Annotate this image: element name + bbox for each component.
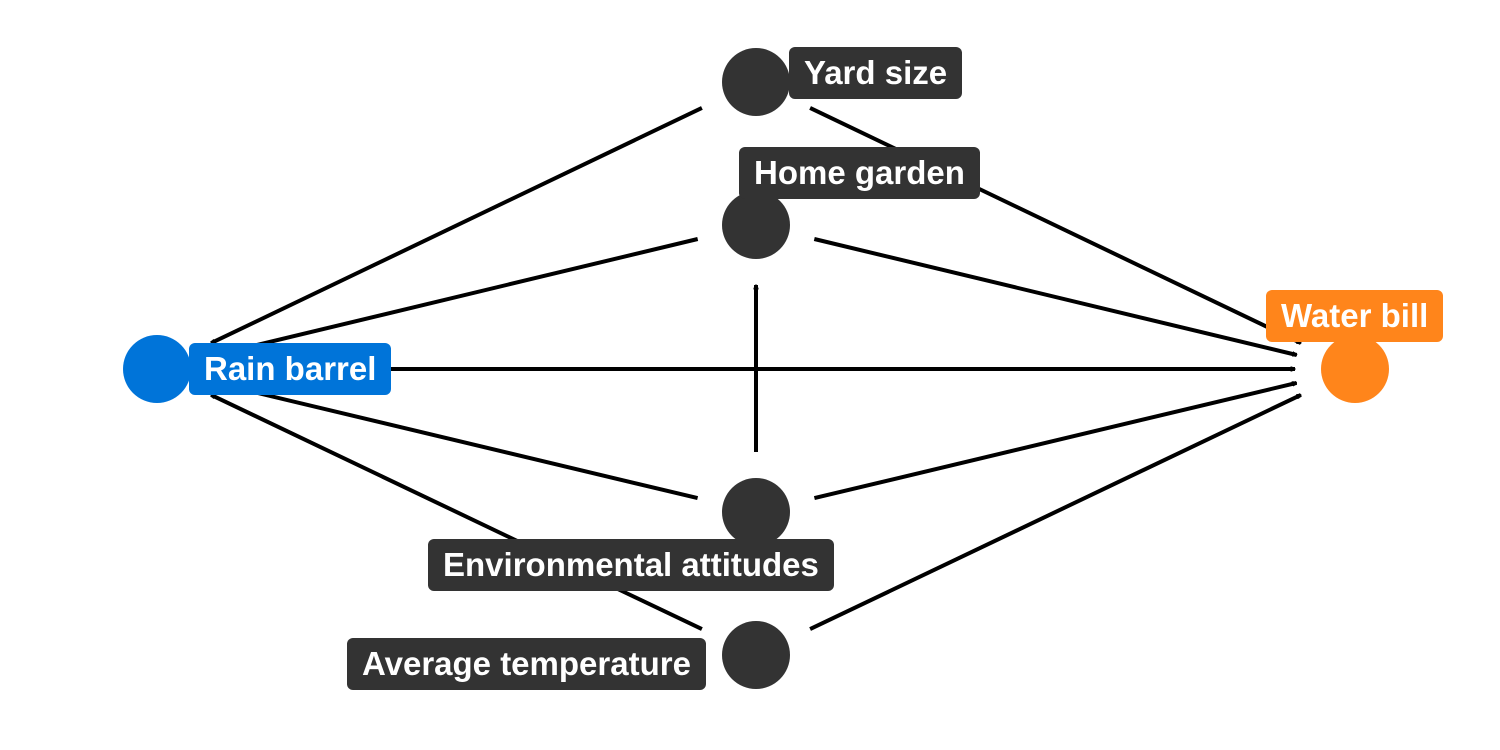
yard-size-label: Yard size: [789, 47, 963, 99]
water-bill-label: Water bill: [1266, 290, 1444, 342]
water-bill-node: [1321, 335, 1389, 403]
edge-average-temperature-to-water-bill: [809, 393, 1301, 631]
edge-average-temperature-to-rain-barrel: [211, 393, 703, 631]
home-garden-node: [722, 191, 790, 259]
rain-barrel-node: [123, 335, 191, 403]
average-temperature-node: [722, 621, 790, 689]
edge-yard-size-to-rain-barrel: [211, 106, 703, 345]
edge-home-garden-to-water-bill: [813, 237, 1296, 355]
average-temperature-label: Average temperature: [347, 638, 706, 690]
environmental-attitudes-label: Environmental attitudes: [428, 539, 834, 591]
edge-yard-size-to-water-bill: [809, 106, 1301, 345]
edge-environmental-attitudes-to-water-bill: [813, 383, 1296, 501]
edge-environmental-attitudes-to-rain-barrel: [215, 383, 699, 501]
rain-barrel-label: Rain barrel: [189, 343, 392, 395]
home-garden-label: Home garden: [739, 147, 980, 199]
nodes-layer: [123, 48, 1389, 689]
environmental-attitudes-node: [722, 478, 790, 546]
edge-home-garden-to-rain-barrel: [215, 237, 699, 355]
yard-size-node: [722, 48, 790, 116]
